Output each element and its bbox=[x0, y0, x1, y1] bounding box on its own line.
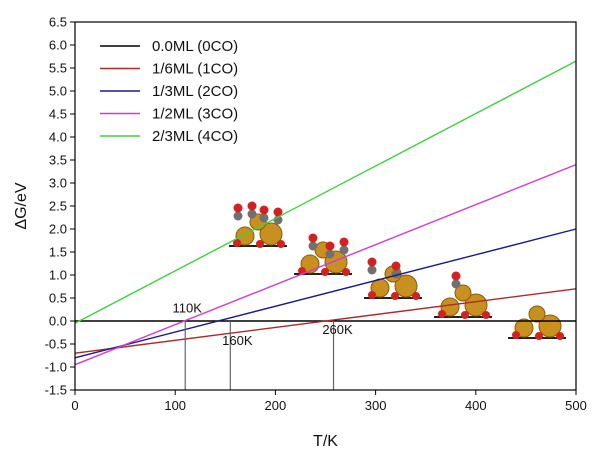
structure-2co bbox=[364, 257, 422, 300]
x-tick-label-5: 500 bbox=[565, 398, 587, 413]
y-tick-label-3: 0.0 bbox=[49, 314, 67, 329]
x-tick-label-3: 300 bbox=[365, 398, 387, 413]
y-tick-label-11: 4.0 bbox=[49, 130, 67, 145]
y-tick-label-4: 0.5 bbox=[49, 291, 67, 306]
x-tick-label-0: 0 bbox=[71, 398, 78, 413]
legend-label-1: 1/6ML (1CO) bbox=[152, 61, 238, 78]
x-tick-label-1: 100 bbox=[164, 398, 186, 413]
surface-structure-illustrations bbox=[229, 201, 566, 340]
structure-1co bbox=[434, 271, 492, 319]
y-tick-label-7: 2.0 bbox=[49, 222, 67, 237]
y-tick-label-2: -0.5 bbox=[45, 337, 67, 352]
y-tick-label-16: 6.5 bbox=[49, 15, 67, 30]
y-tick-label-14: 5.5 bbox=[49, 61, 67, 76]
legend-label-0: 0.0ML (0CO) bbox=[152, 38, 238, 55]
y-tick-label-15: 6.0 bbox=[49, 38, 67, 53]
x-tick-label-4: 400 bbox=[465, 398, 487, 413]
series-line-1 bbox=[74, 288, 577, 354]
x-tick-label-2: 200 bbox=[265, 398, 287, 413]
legend: 0.0ML (0CO) 1/6ML (1CO) 1/3ML (2CO) 1/2ML (… bbox=[100, 38, 238, 145]
y-tick-label-6: 1.5 bbox=[49, 245, 67, 260]
legend-label-4: 2/3ML (4CO) bbox=[152, 128, 238, 145]
structure-4co bbox=[229, 201, 287, 248]
y-tick-label-12: 4.5 bbox=[49, 107, 67, 122]
axis-ticks: 0 100 200 300 400 500 -1.5 -1.0 -0.5 0.0 0.5 1.0 1.5… bbox=[45, 15, 587, 414]
y-axis-label: ΔG/eV bbox=[13, 182, 30, 229]
structure-3co bbox=[294, 233, 352, 276]
legend-label-2: 1/3ML (2CO) bbox=[152, 83, 238, 100]
annotations: 110K 160K 260K bbox=[173, 301, 354, 348]
y-tick-label-8: 2.5 bbox=[49, 199, 67, 214]
legend-label-3: 1/2ML (3CO) bbox=[152, 106, 238, 123]
annotation-0: 110K bbox=[173, 301, 203, 316]
x-axis-label: T/K bbox=[313, 433, 338, 450]
y-tick-label-1: -1.0 bbox=[45, 360, 67, 375]
annotation-1: 160K bbox=[222, 333, 253, 348]
y-tick-label-10: 3.5 bbox=[49, 153, 67, 168]
y-tick-label-0: -1.5 bbox=[45, 383, 67, 398]
series-lines bbox=[74, 60, 577, 366]
series-line-2 bbox=[74, 228, 577, 359]
y-tick-label-5: 1.0 bbox=[49, 268, 67, 283]
series-line-3 bbox=[74, 163, 577, 366]
series-line-4 bbox=[74, 60, 577, 324]
y-tick-label-13: 5.0 bbox=[49, 84, 67, 99]
y-tick-label-9: 3.0 bbox=[49, 176, 67, 191]
vertical-markers bbox=[184, 321, 335, 390]
structure-0co bbox=[508, 305, 566, 340]
annotation-2: 260K bbox=[322, 322, 353, 337]
